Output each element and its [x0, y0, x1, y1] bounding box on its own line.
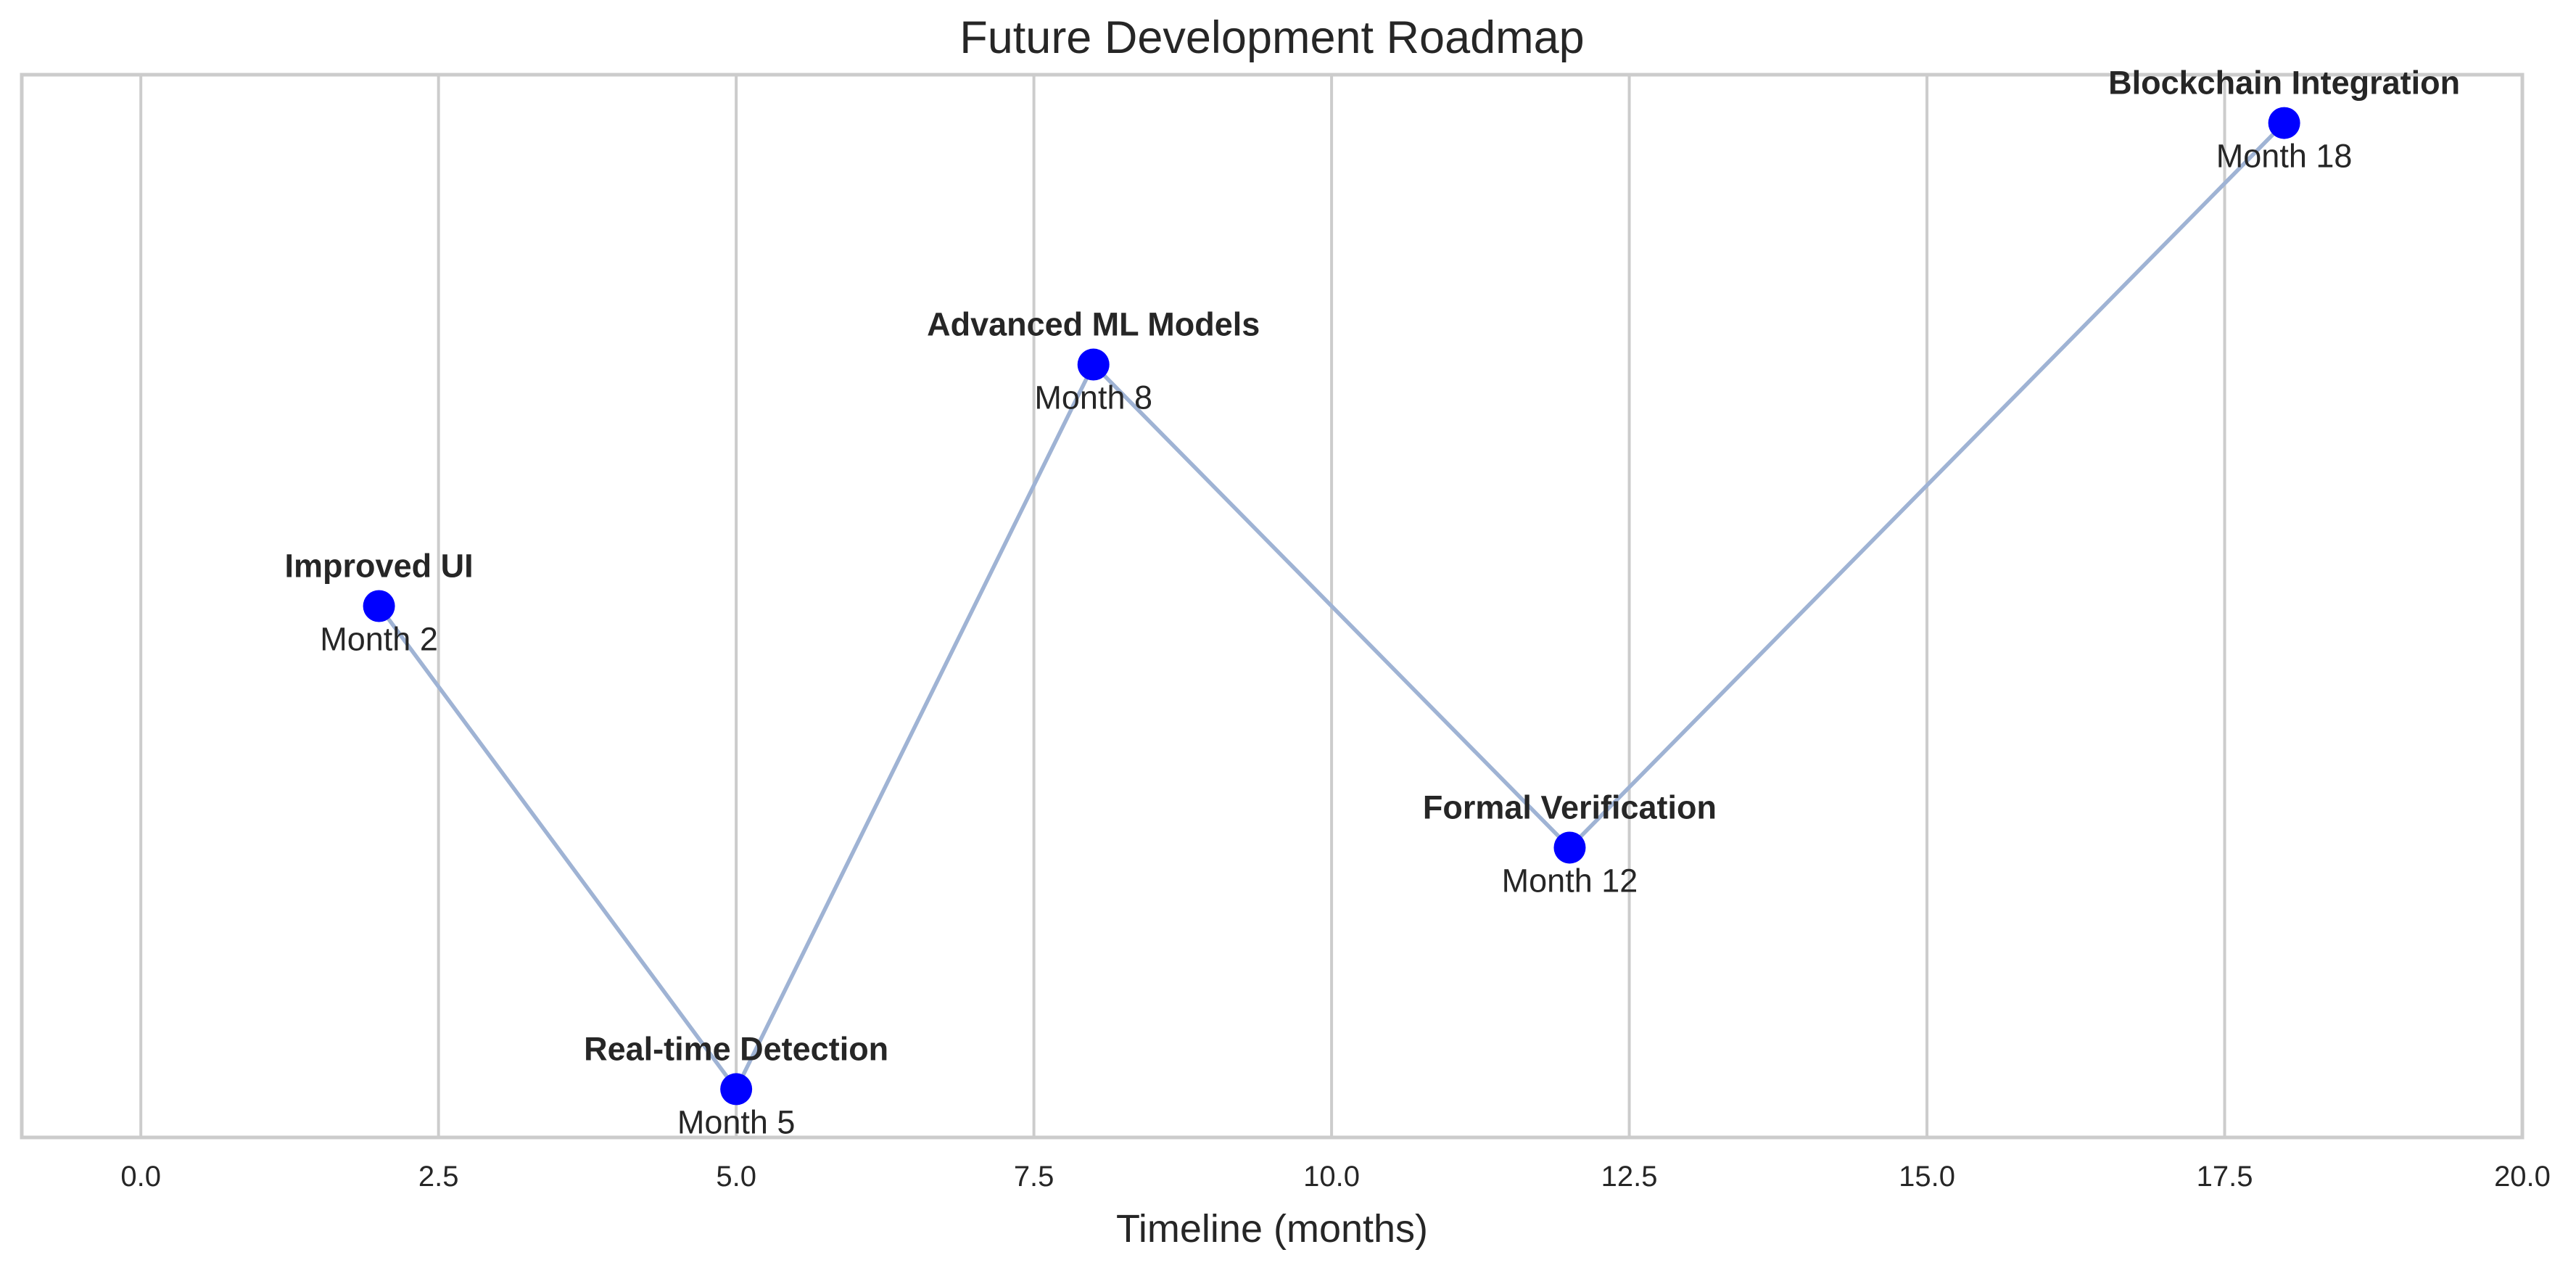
- x-tick-label: 5.0: [716, 1161, 756, 1193]
- milestone-month: Month 12: [1502, 862, 1638, 899]
- milestone-month: Month 8: [1034, 379, 1152, 416]
- plot-area-frame: [20, 73, 2525, 1140]
- x-tick-label: 12.5: [1601, 1161, 1658, 1193]
- x-axis-label: Timeline (months): [1116, 1207, 1428, 1251]
- milestone-point: [2268, 107, 2300, 139]
- x-tick-label: 2.5: [418, 1161, 459, 1193]
- milestone-title: Improved UI: [285, 548, 474, 585]
- x-tick-label: 0.0: [120, 1161, 161, 1193]
- milestone-markers: [363, 107, 2300, 1106]
- milestone-labels: Improved UI Month 2 Real-time Detection Mon…: [285, 65, 2461, 1141]
- milestone-point: [363, 590, 395, 622]
- x-axis-ticks: 0.0 2.5 5.0 7.5 10.0 12.5 15.0 17.5 20.0: [120, 1161, 2551, 1193]
- milestone-title: Advanced ML Models: [927, 306, 1260, 343]
- milestone-point: [1553, 831, 1586, 864]
- x-tick-label: 7.5: [1014, 1161, 1054, 1193]
- milestone-title: Blockchain Integration: [2108, 65, 2460, 102]
- milestone-point: [1077, 348, 1110, 381]
- milestone-month: Month 2: [320, 621, 438, 658]
- x-tick-label: 17.5: [2197, 1161, 2253, 1193]
- milestone-point: [720, 1073, 753, 1106]
- milestone-title: Real-time Detection: [584, 1030, 888, 1067]
- chart-title: Future Development Roadmap: [959, 12, 1584, 63]
- x-tick-label: 10.0: [1303, 1161, 1360, 1193]
- x-tick-label: 15.0: [1899, 1161, 1955, 1193]
- x-tick-label: 20.0: [2494, 1161, 2551, 1193]
- milestone-month: Month 5: [677, 1103, 796, 1140]
- milestone-month: Month 18: [2216, 138, 2353, 175]
- milestone-title: Formal Verification: [1423, 789, 1717, 826]
